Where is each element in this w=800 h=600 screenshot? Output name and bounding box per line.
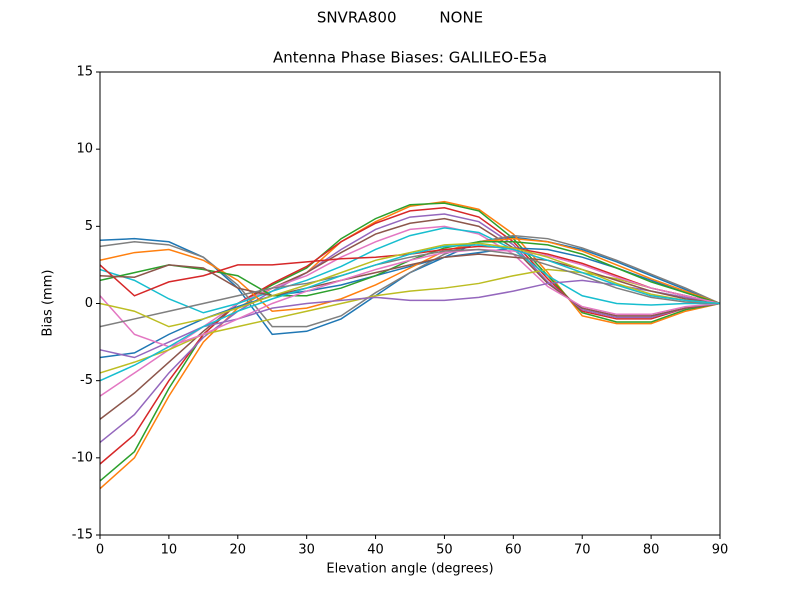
x-tick-label: 30	[298, 543, 315, 558]
series-line	[99, 248, 721, 328]
plot-area	[99, 200, 721, 490]
x-tick-label: 20	[230, 543, 247, 558]
x-tick-label: 50	[436, 543, 453, 558]
series-line	[99, 200, 721, 490]
series-line	[99, 244, 721, 382]
x-tick-label: 60	[505, 543, 522, 558]
series-line	[99, 242, 721, 328]
series-line	[99, 227, 720, 314]
x-axis-label: Elevation angle (degrees)	[326, 562, 493, 577]
y-tick-label: -10	[72, 450, 93, 465]
chart-title: Antenna Phase Biases: GALILEO-E5a	[273, 49, 547, 67]
y-tick-label: -15	[72, 528, 93, 543]
series-line	[99, 253, 721, 305]
series-line	[99, 234, 721, 328]
y-axis-label: Bias (mm)	[41, 270, 56, 337]
series-line	[99, 217, 721, 420]
series-line	[99, 248, 721, 348]
x-tick-label: 90	[712, 543, 729, 558]
y-tick-label: 0	[85, 296, 93, 311]
y-tick-label: -5	[80, 373, 93, 388]
x-tick-label: 40	[367, 543, 384, 558]
x-tick-label: 80	[643, 543, 660, 558]
x-tick-label: 10	[161, 543, 178, 558]
x-tick-label: 70	[574, 543, 591, 558]
series-line	[99, 213, 721, 443]
series-line	[99, 237, 721, 312]
suptitle: SNVRA800 NONE	[317, 9, 483, 27]
y-tick-label: 5	[85, 219, 93, 234]
x-tick-label: 0	[96, 543, 104, 558]
y-tick-label: 15	[76, 65, 93, 80]
y-tick-label: 10	[76, 142, 93, 157]
